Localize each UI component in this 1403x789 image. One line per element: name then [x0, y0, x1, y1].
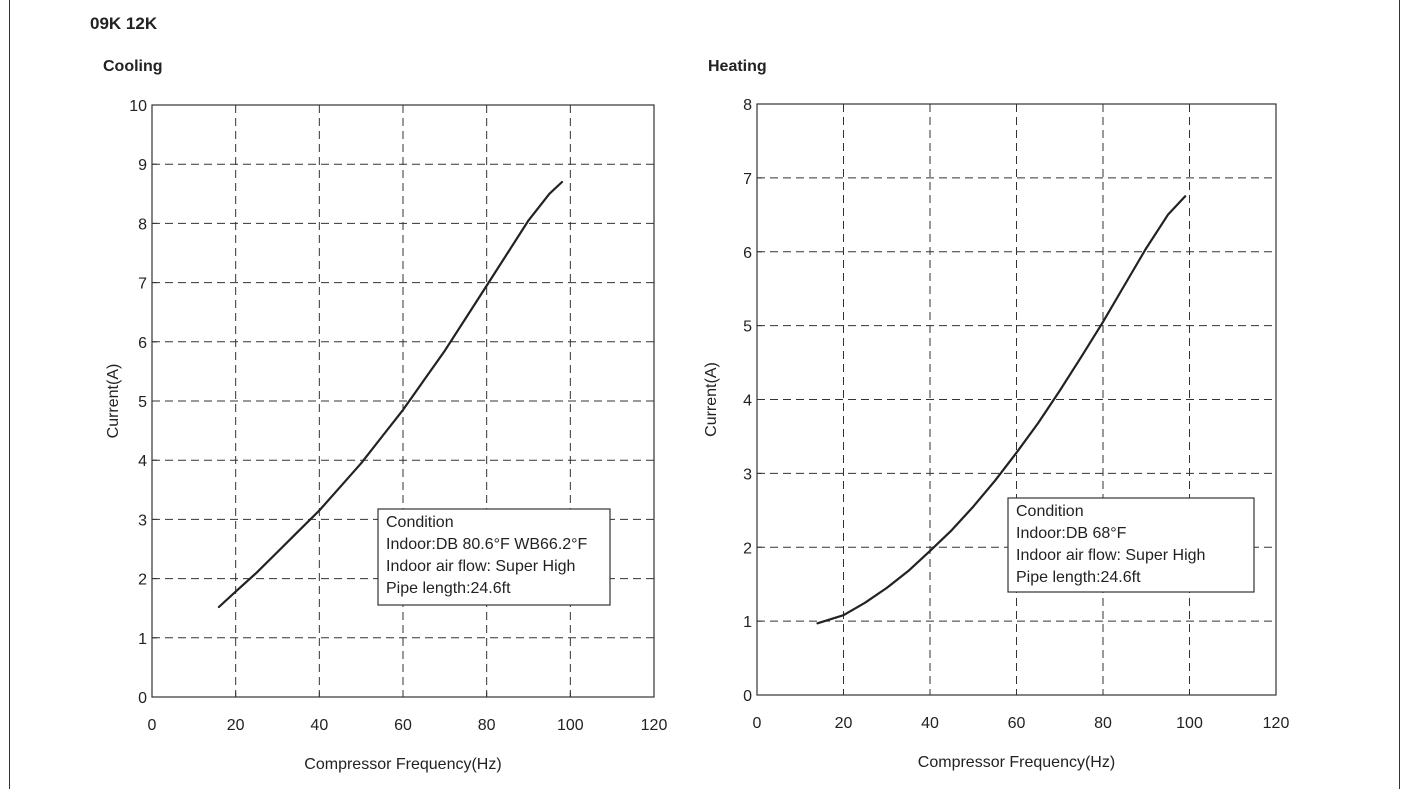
heating-xtick-label: 60 — [1008, 715, 1026, 732]
heating-ytick-label: 0 — [743, 688, 752, 705]
cooling-xtick-label: 60 — [394, 717, 412, 734]
cooling-chart-title: Cooling — [103, 58, 163, 75]
heating-condition-box — [1007, 497, 1255, 593]
heating-xtick-label: 80 — [1094, 715, 1112, 732]
heating-plot-frame — [756, 103, 1277, 696]
cooling-condition-line: Indoor:DB 80.6°F WB66.2°F — [386, 536, 588, 553]
heating-chart-title: Heating — [708, 58, 767, 75]
cooling-ytick-label: 4 — [138, 453, 147, 470]
cooling-xaxis-label: Compressor Frequency(Hz) — [304, 756, 501, 773]
cooling-ytick-label: 10 — [129, 98, 147, 115]
cooling-xtick-label: 100 — [557, 717, 584, 734]
page-frame — [9, 0, 1400, 789]
cooling-condition-box — [377, 508, 611, 606]
heating-ytick-label: 2 — [743, 540, 752, 557]
heating-series-line — [816, 195, 1187, 625]
cooling-xtick-label: 0 — [148, 717, 157, 734]
cooling-ytick-label: 7 — [138, 276, 147, 293]
heating-chart: 0 20 40 60 80 100 120 0 1 2 3 4 5 6 7 8 Compressor Frequ… — [703, 97, 1289, 771]
model-title: 09K 12K — [90, 14, 158, 33]
heating-ytick-label: 8 — [743, 97, 752, 114]
heating-condition-line: Indoor:DB 68°F — [1016, 525, 1127, 542]
heating-condition-line: Indoor air flow: Super High — [1016, 547, 1205, 564]
cooling-yaxis-label: Current(A) — [105, 364, 122, 439]
heating-xtick-label: 40 — [921, 715, 939, 732]
cooling-xtick-label: 120 — [641, 717, 668, 734]
heating-ytick-label: 4 — [743, 393, 752, 410]
cooling-series-line — [217, 180, 564, 609]
cooling-ytick-label: 8 — [138, 216, 147, 233]
cooling-ytick-label: 2 — [138, 572, 147, 589]
cooling-condition-line: Pipe length:24.6ft — [386, 580, 511, 597]
cooling-ytick-label: 0 — [138, 690, 147, 707]
heating-yaxis-label: Current(A) — [703, 362, 720, 437]
cooling-xtick-label: 20 — [227, 717, 245, 734]
heating-ytick-label: 6 — [743, 245, 752, 262]
heating-xtick-label: 20 — [835, 715, 853, 732]
heating-xaxis-label: Compressor Frequency(Hz) — [918, 754, 1115, 771]
heating-ytick-label: 7 — [743, 171, 752, 188]
heating-ytick-label: 5 — [743, 319, 752, 336]
cooling-ytick-label: 3 — [138, 512, 147, 529]
cooling-ytick-label: 6 — [138, 335, 147, 352]
cooling-ytick-label: 5 — [138, 394, 147, 411]
cooling-chart: 0 20 40 60 80 100 120 0 1 2 3 4 5 6 7 8 9 10 Compressor Fr… — [105, 98, 667, 773]
heating-condition-line: Pipe length:24.6ft — [1016, 569, 1141, 586]
cooling-ytick-label: 1 — [138, 631, 147, 648]
cooling-condition-line: Indoor air flow: Super High — [386, 558, 575, 575]
heating-ytick-label: 1 — [743, 614, 752, 631]
heating-xtick-label: 120 — [1263, 715, 1290, 732]
cooling-xtick-label: 40 — [310, 717, 328, 734]
cooling-xtick-label: 80 — [478, 717, 496, 734]
cooling-ytick-label: 9 — [138, 157, 147, 174]
heating-xtick-label: 0 — [753, 715, 762, 732]
heating-ytick-label: 3 — [743, 466, 752, 483]
heating-condition-line: Condition — [1016, 503, 1084, 520]
cooling-condition-line: Condition — [386, 514, 454, 531]
heating-xtick-label: 100 — [1176, 715, 1203, 732]
